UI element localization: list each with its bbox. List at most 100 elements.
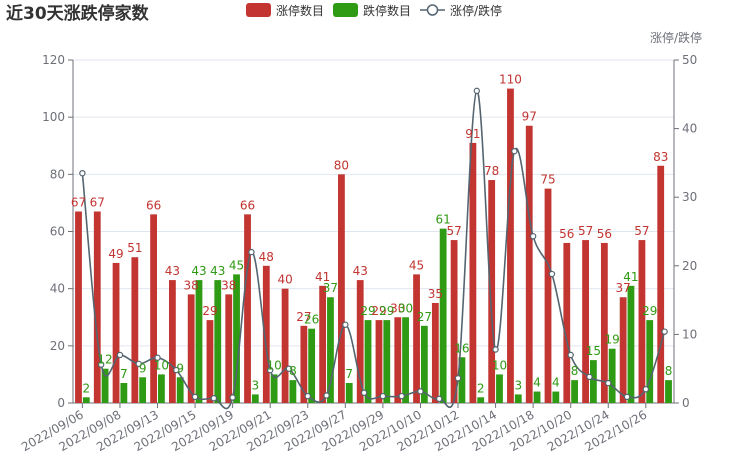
ratio-point [623,393,631,401]
bar-limit-up [150,214,158,403]
data-label-limit-down: 8 [289,364,297,378]
bar-limit-down [345,382,353,403]
data-label-limit-up: 110 [499,73,522,87]
bar-limit-up [450,240,458,403]
legend-swatch-ratio-marker [426,4,439,16]
bar-limit-up [525,125,533,403]
left-axis-tick-label: 20 [50,339,65,353]
data-label-limit-up: 66 [240,198,255,212]
data-label-limit-down: 61 [435,213,450,227]
bar-limit-up [225,294,233,403]
ratio-point [661,328,668,335]
bar-limit-down [270,374,278,403]
bar-limit-down [251,394,259,403]
ratio-point [492,346,499,353]
bar-limit-up [131,257,139,403]
data-label-limit-down: 3 [514,378,522,392]
ratio-point [210,394,218,402]
bar-limit-down [496,374,503,403]
data-label-limit-up: 49 [108,247,123,261]
ratio-point [454,375,462,382]
data-label-limit-down: 9 [139,361,147,375]
data-label-limit-down: 29 [642,304,657,318]
data-label-limit-up: 38 [184,278,199,292]
bar-limit-up [206,320,214,403]
data-label-limit-down: 2 [82,381,90,395]
ratio-point [473,87,480,95]
legend[interactable]: 涨停数目 跌停数目 涨停/跌停 [246,3,502,18]
bar-limit-up [600,242,608,403]
bar-limit-down [420,325,428,403]
bar-limit-down [383,320,391,403]
ratio-point [248,248,255,256]
ratio-point [360,389,368,396]
left-axis-tick-label: 60 [50,225,65,239]
ratio-point [398,392,405,400]
bar-limit-down [477,397,485,403]
data-label-limit-up: 29 [371,304,386,318]
bar-limit-up [187,294,195,403]
bar-limit-down [289,380,297,403]
bar-limit-up [112,262,120,403]
data-label-limit-down: 10 [266,358,281,372]
left-axis-tick-label: 120 [42,53,65,67]
data-label-limit-up: 35 [428,287,443,301]
data-label-limit-up: 37 [616,281,631,295]
chart-title: 近30天涨跌停家数 [6,3,150,24]
data-label-limit-down: 19 [605,333,620,347]
ratio-point [191,393,199,401]
ratio-point [285,365,293,372]
legend-label-limit-up[interactable]: 涨停数目 [276,3,324,18]
data-label-limit-up: 57 [634,224,649,238]
bar-limit-up [244,214,251,403]
data-label-limit-up: 40 [277,273,292,287]
ratio-point [586,373,593,381]
bar-limit-up [75,211,82,403]
right-axis-tick-label: 10 [682,327,697,341]
ratio-line-layer [79,87,668,410]
legend-swatch-limit-up [246,3,271,17]
ratio-point [79,169,86,177]
data-label-limit-down: 37 [323,281,338,295]
bar-limit-down [627,285,635,403]
data-label-limit-down: 10 [154,358,169,372]
data-label-limit-up: 57 [578,224,593,238]
ratio-point [605,379,612,387]
bar-limit-down [364,320,372,403]
data-labels: 6726712497519661043938432943384566348104… [71,73,672,396]
data-label-limit-down: 27 [417,310,432,324]
bar-limit-up [281,288,289,403]
bar-limit-down [139,377,147,403]
left-axis-tick-label: 80 [50,167,65,181]
data-label-limit-up: 83 [653,150,668,164]
ratio-point [567,351,574,359]
data-label-limit-up: 48 [259,250,274,264]
right-axis-tick-label: 0 [682,396,690,410]
ratio-point [436,395,443,403]
data-label-limit-down: 4 [533,376,541,390]
data-label-limit-up: 56 [597,227,612,241]
data-label-limit-down: 15 [586,344,601,358]
data-label-limit-up: 57 [446,224,461,238]
data-label-limit-down: 7 [120,367,128,381]
legend-label-ratio[interactable]: 涨停/跌停 [450,3,502,18]
ratio-point [135,360,142,368]
bar-limit-down [214,280,222,403]
bar-limit-up [375,320,383,403]
data-label-limit-down: 43 [210,264,225,278]
legend-label-limit-down[interactable]: 跌停数目 [363,3,411,18]
bar-limit-up [319,285,327,403]
bar-limit-down [458,357,466,403]
bar-limit-up [469,142,477,403]
bar-limit-up [356,280,364,403]
data-label-limit-down: 10 [492,358,507,372]
data-label-limit-up: 91 [465,127,480,141]
ratio-point [548,270,556,278]
data-label-limit-down: 30 [398,301,413,315]
data-label-limit-down: 7 [345,367,353,381]
ratio-point [173,366,180,374]
legend-swatch-limit-down [333,3,358,17]
data-label-limit-down: 8 [665,364,673,378]
ratio-point [642,386,650,393]
ratio-point [154,354,161,361]
